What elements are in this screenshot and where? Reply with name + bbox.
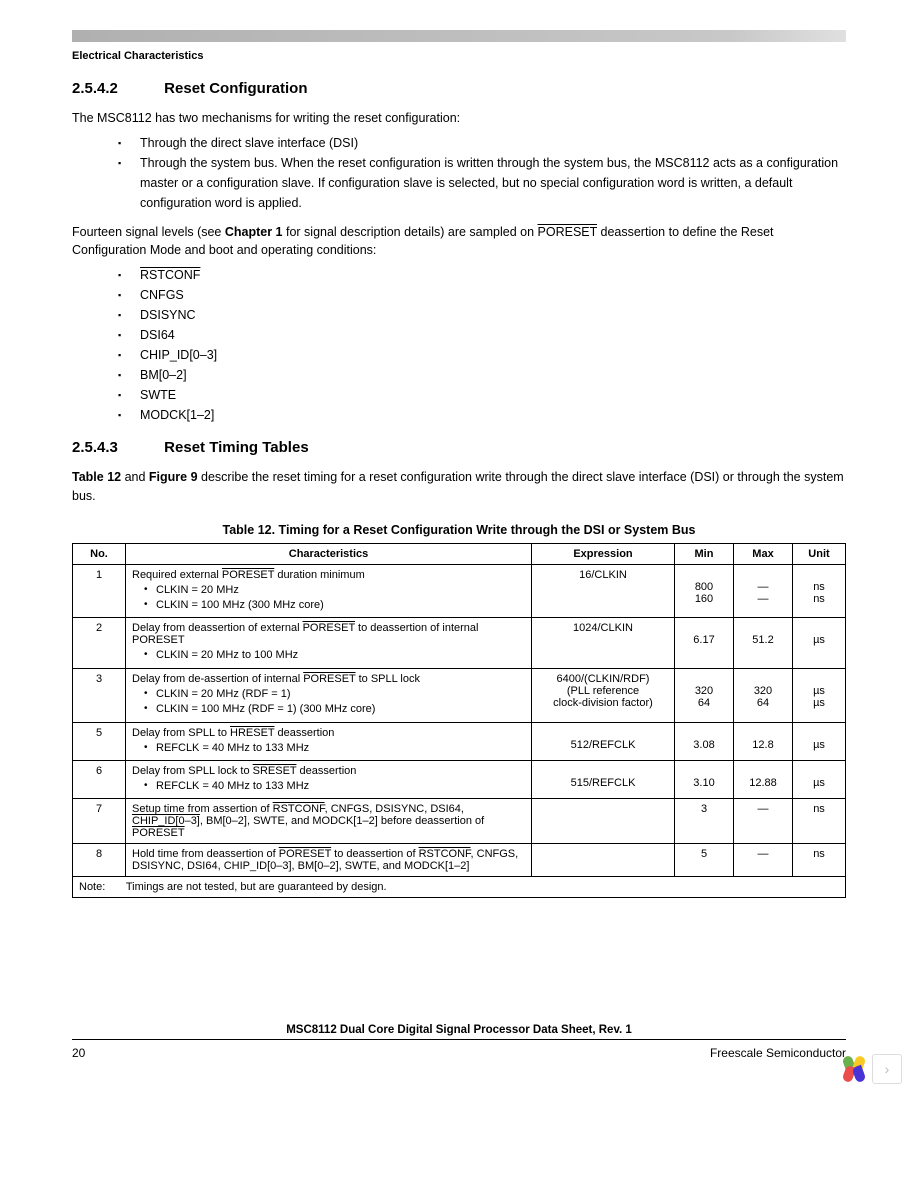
list-item: Through the direct slave interface (DSI) bbox=[118, 133, 846, 153]
col-no: No. bbox=[73, 543, 126, 564]
cell-expression bbox=[532, 844, 675, 877]
heading-num: 2.5.4.2 bbox=[72, 80, 160, 97]
cell-min: 3 bbox=[675, 799, 734, 844]
cell-min: 32064 bbox=[675, 668, 734, 722]
footer-doc-title: MSC8112 Dual Core Digital Signal Process… bbox=[0, 1024, 918, 1036]
cell-unit: µsµs bbox=[793, 668, 846, 722]
cell-no: 2 bbox=[73, 618, 126, 668]
cell-no: 3 bbox=[73, 668, 126, 722]
table-row: 6Delay from SPLL lock to SRESET deassert… bbox=[73, 760, 846, 798]
intro-para: The MSC8112 has two mechanisms for writi… bbox=[72, 109, 846, 127]
list-item: CHIP_ID[0–3] bbox=[118, 345, 846, 365]
cell-unit: ns bbox=[793, 844, 846, 877]
cell-expression: 16/CLKIN bbox=[532, 564, 675, 618]
col-min: Min bbox=[675, 543, 734, 564]
cell-max: 12.88 bbox=[734, 760, 793, 798]
cell-characteristics: Delay from SPLL to HRESET deassertionREF… bbox=[126, 722, 532, 760]
cell-unit: µs bbox=[793, 760, 846, 798]
company-name: Freescale Semiconductor bbox=[710, 1046, 846, 1060]
col-expr: Expression bbox=[532, 543, 675, 564]
timing-intro: Table 12 and Figure 9 describe the reset… bbox=[72, 468, 846, 504]
cell-no: 8 bbox=[73, 844, 126, 877]
note-text: Timings are not tested, but are guarante… bbox=[126, 881, 387, 893]
heading-timing-tables: 2.5.4.3 Reset Timing Tables bbox=[72, 439, 846, 456]
cell-min: 3.08 bbox=[675, 722, 734, 760]
timing-table: No. Characteristics Expression Min Max U… bbox=[72, 543, 846, 899]
cell-expression: 6400/(CLKIN/RDF)(PLL referenceclock-divi… bbox=[532, 668, 675, 722]
cell-characteristics: Setup time from assertion of RSTCONF, CN… bbox=[126, 799, 532, 844]
list-item: SWTE bbox=[118, 385, 846, 405]
note-label: Note: bbox=[79, 881, 123, 893]
cell-max: 51.2 bbox=[734, 618, 793, 668]
table-note-row: Note: Timings are not tested, but are gu… bbox=[73, 877, 846, 898]
cell-unit: µs bbox=[793, 722, 846, 760]
heading-num: 2.5.4.3 bbox=[72, 439, 160, 456]
viewer-widget: › bbox=[842, 1054, 902, 1084]
cell-unit: nsns bbox=[793, 564, 846, 618]
table-row: 2Delay from deassertion of external PORE… bbox=[73, 618, 846, 668]
heading-title: Reset Timing Tables bbox=[164, 439, 309, 456]
table-row: 3Delay from de-assertion of internal POR… bbox=[73, 668, 846, 722]
list-item: DSISYNC bbox=[118, 305, 846, 325]
table-row: 7Setup time from assertion of RSTCONF, C… bbox=[73, 799, 846, 844]
list-item: Through the system bus. When the reset c… bbox=[118, 153, 846, 213]
cell-no: 1 bbox=[73, 564, 126, 618]
list-item: MODCK[1–2] bbox=[118, 405, 846, 425]
cell-max: — bbox=[734, 799, 793, 844]
cell-max: — bbox=[734, 844, 793, 877]
cell-expression: 512/REFCLK bbox=[532, 722, 675, 760]
mechanism-list: Through the direct slave interface (DSI)… bbox=[118, 133, 846, 213]
list-item: RSTCONF bbox=[118, 265, 846, 285]
page: Electrical Characteristics 2.5.4.2 Reset… bbox=[0, 0, 918, 1100]
section-label: Electrical Characteristics bbox=[72, 50, 846, 62]
table-row: 8Hold time from deassertion of PORESET t… bbox=[73, 844, 846, 877]
cell-max: 12.8 bbox=[734, 722, 793, 760]
heading-title: Reset Configuration bbox=[164, 80, 307, 97]
cell-min: 800160 bbox=[675, 564, 734, 618]
table-row: 5Delay from SPLL to HRESET deassertionRE… bbox=[73, 722, 846, 760]
cell-characteristics: Required external PORESET duration minim… bbox=[126, 564, 532, 618]
cell-unit: µs bbox=[793, 618, 846, 668]
col-max: Max bbox=[734, 543, 793, 564]
col-char: Characteristics bbox=[126, 543, 532, 564]
cell-max: —— bbox=[734, 564, 793, 618]
cell-min: 5 bbox=[675, 844, 734, 877]
cell-characteristics: Delay from deassertion of external PORES… bbox=[126, 618, 532, 668]
table-row: 1Required external PORESET duration mini… bbox=[73, 564, 846, 618]
table-body: 1Required external PORESET duration mini… bbox=[73, 564, 846, 877]
col-unit: Unit bbox=[793, 543, 846, 564]
cell-expression bbox=[532, 799, 675, 844]
header-bar bbox=[72, 30, 846, 42]
page-number: 20 bbox=[72, 1046, 85, 1060]
list-item: BM[0–2] bbox=[118, 365, 846, 385]
cell-min: 6.17 bbox=[675, 618, 734, 668]
footer-bar: 20 Freescale Semiconductor bbox=[72, 1039, 846, 1060]
heading-reset-config: 2.5.4.2 Reset Configuration bbox=[72, 80, 846, 97]
cell-expression: 1024/CLKIN bbox=[532, 618, 675, 668]
logo-icon bbox=[842, 1056, 868, 1082]
list-item: CNFGS bbox=[118, 285, 846, 305]
signals-para: Fourteen signal levels (see Chapter 1 fo… bbox=[72, 223, 846, 259]
cell-max: 32064 bbox=[734, 668, 793, 722]
table-header-row: No. Characteristics Expression Min Max U… bbox=[73, 543, 846, 564]
table-title: Table 12. Timing for a Reset Configurati… bbox=[72, 523, 846, 537]
next-page-button[interactable]: › bbox=[872, 1054, 902, 1084]
cell-no: 5 bbox=[73, 722, 126, 760]
signal-list: RSTCONF CNFGS DSISYNC DSI64 CHIP_ID[0–3]… bbox=[118, 265, 846, 425]
cell-no: 7 bbox=[73, 799, 126, 844]
cell-characteristics: Hold time from deassertion of PORESET to… bbox=[126, 844, 532, 877]
cell-characteristics: Delay from SPLL lock to SRESET deasserti… bbox=[126, 760, 532, 798]
list-item: DSI64 bbox=[118, 325, 846, 345]
cell-no: 6 bbox=[73, 760, 126, 798]
cell-min: 3.10 bbox=[675, 760, 734, 798]
cell-characteristics: Delay from de-assertion of internal PORE… bbox=[126, 668, 532, 722]
cell-unit: ns bbox=[793, 799, 846, 844]
cell-expression: 515/REFCLK bbox=[532, 760, 675, 798]
